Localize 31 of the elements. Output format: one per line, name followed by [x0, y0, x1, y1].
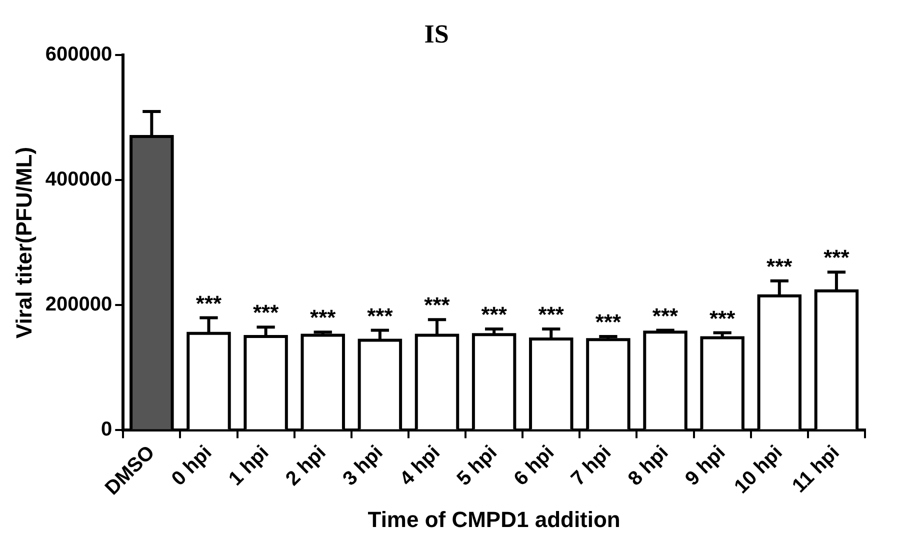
annotation: ***	[652, 303, 679, 328]
annotation: ***	[709, 306, 736, 331]
y-axis-title: Viral titer(PFU/ML)	[11, 146, 36, 338]
annotation: ***	[766, 254, 793, 279]
x-tick-label: 7 hpi	[567, 442, 616, 490]
x-tick-label: 0 hpi	[168, 442, 216, 490]
x-tick-label: 5 hpi	[452, 442, 502, 490]
x-tick-label: 10 hpi	[730, 442, 787, 498]
y-tick-label: 0	[101, 418, 112, 441]
annotation: ***	[538, 302, 564, 328]
x-tick-label: 4 hpi	[396, 442, 444, 490]
x-axis-title: Time of CMPD1 addition	[368, 506, 620, 532]
x-tick-label: 6 hpi	[510, 442, 559, 490]
y-tick-label: 600000	[45, 44, 112, 66]
y-tick-label: 400000	[45, 168, 112, 191]
annotation: ***	[310, 305, 336, 330]
x-tick-label: 3 hpi	[338, 442, 388, 490]
x-tick-label: 2 hpi	[282, 442, 330, 490]
x-tick-label: 9 hpi	[681, 442, 730, 490]
y-tick-label: 200000	[45, 294, 112, 316]
annotation: ***	[481, 302, 508, 328]
annotation: ***	[196, 290, 222, 316]
chart-title: IS	[424, 19, 449, 48]
annotation: ***	[424, 292, 450, 318]
x-tick-label: 8 hpi	[624, 442, 673, 490]
x-tick-label: 1 hpi	[224, 442, 274, 490]
annotation: ***	[595, 310, 622, 335]
annotation: ***	[367, 303, 394, 328]
annotation: ***	[824, 245, 850, 270]
x-tick-label: 11 hpi	[788, 442, 844, 498]
annotation: ***	[252, 300, 280, 326]
